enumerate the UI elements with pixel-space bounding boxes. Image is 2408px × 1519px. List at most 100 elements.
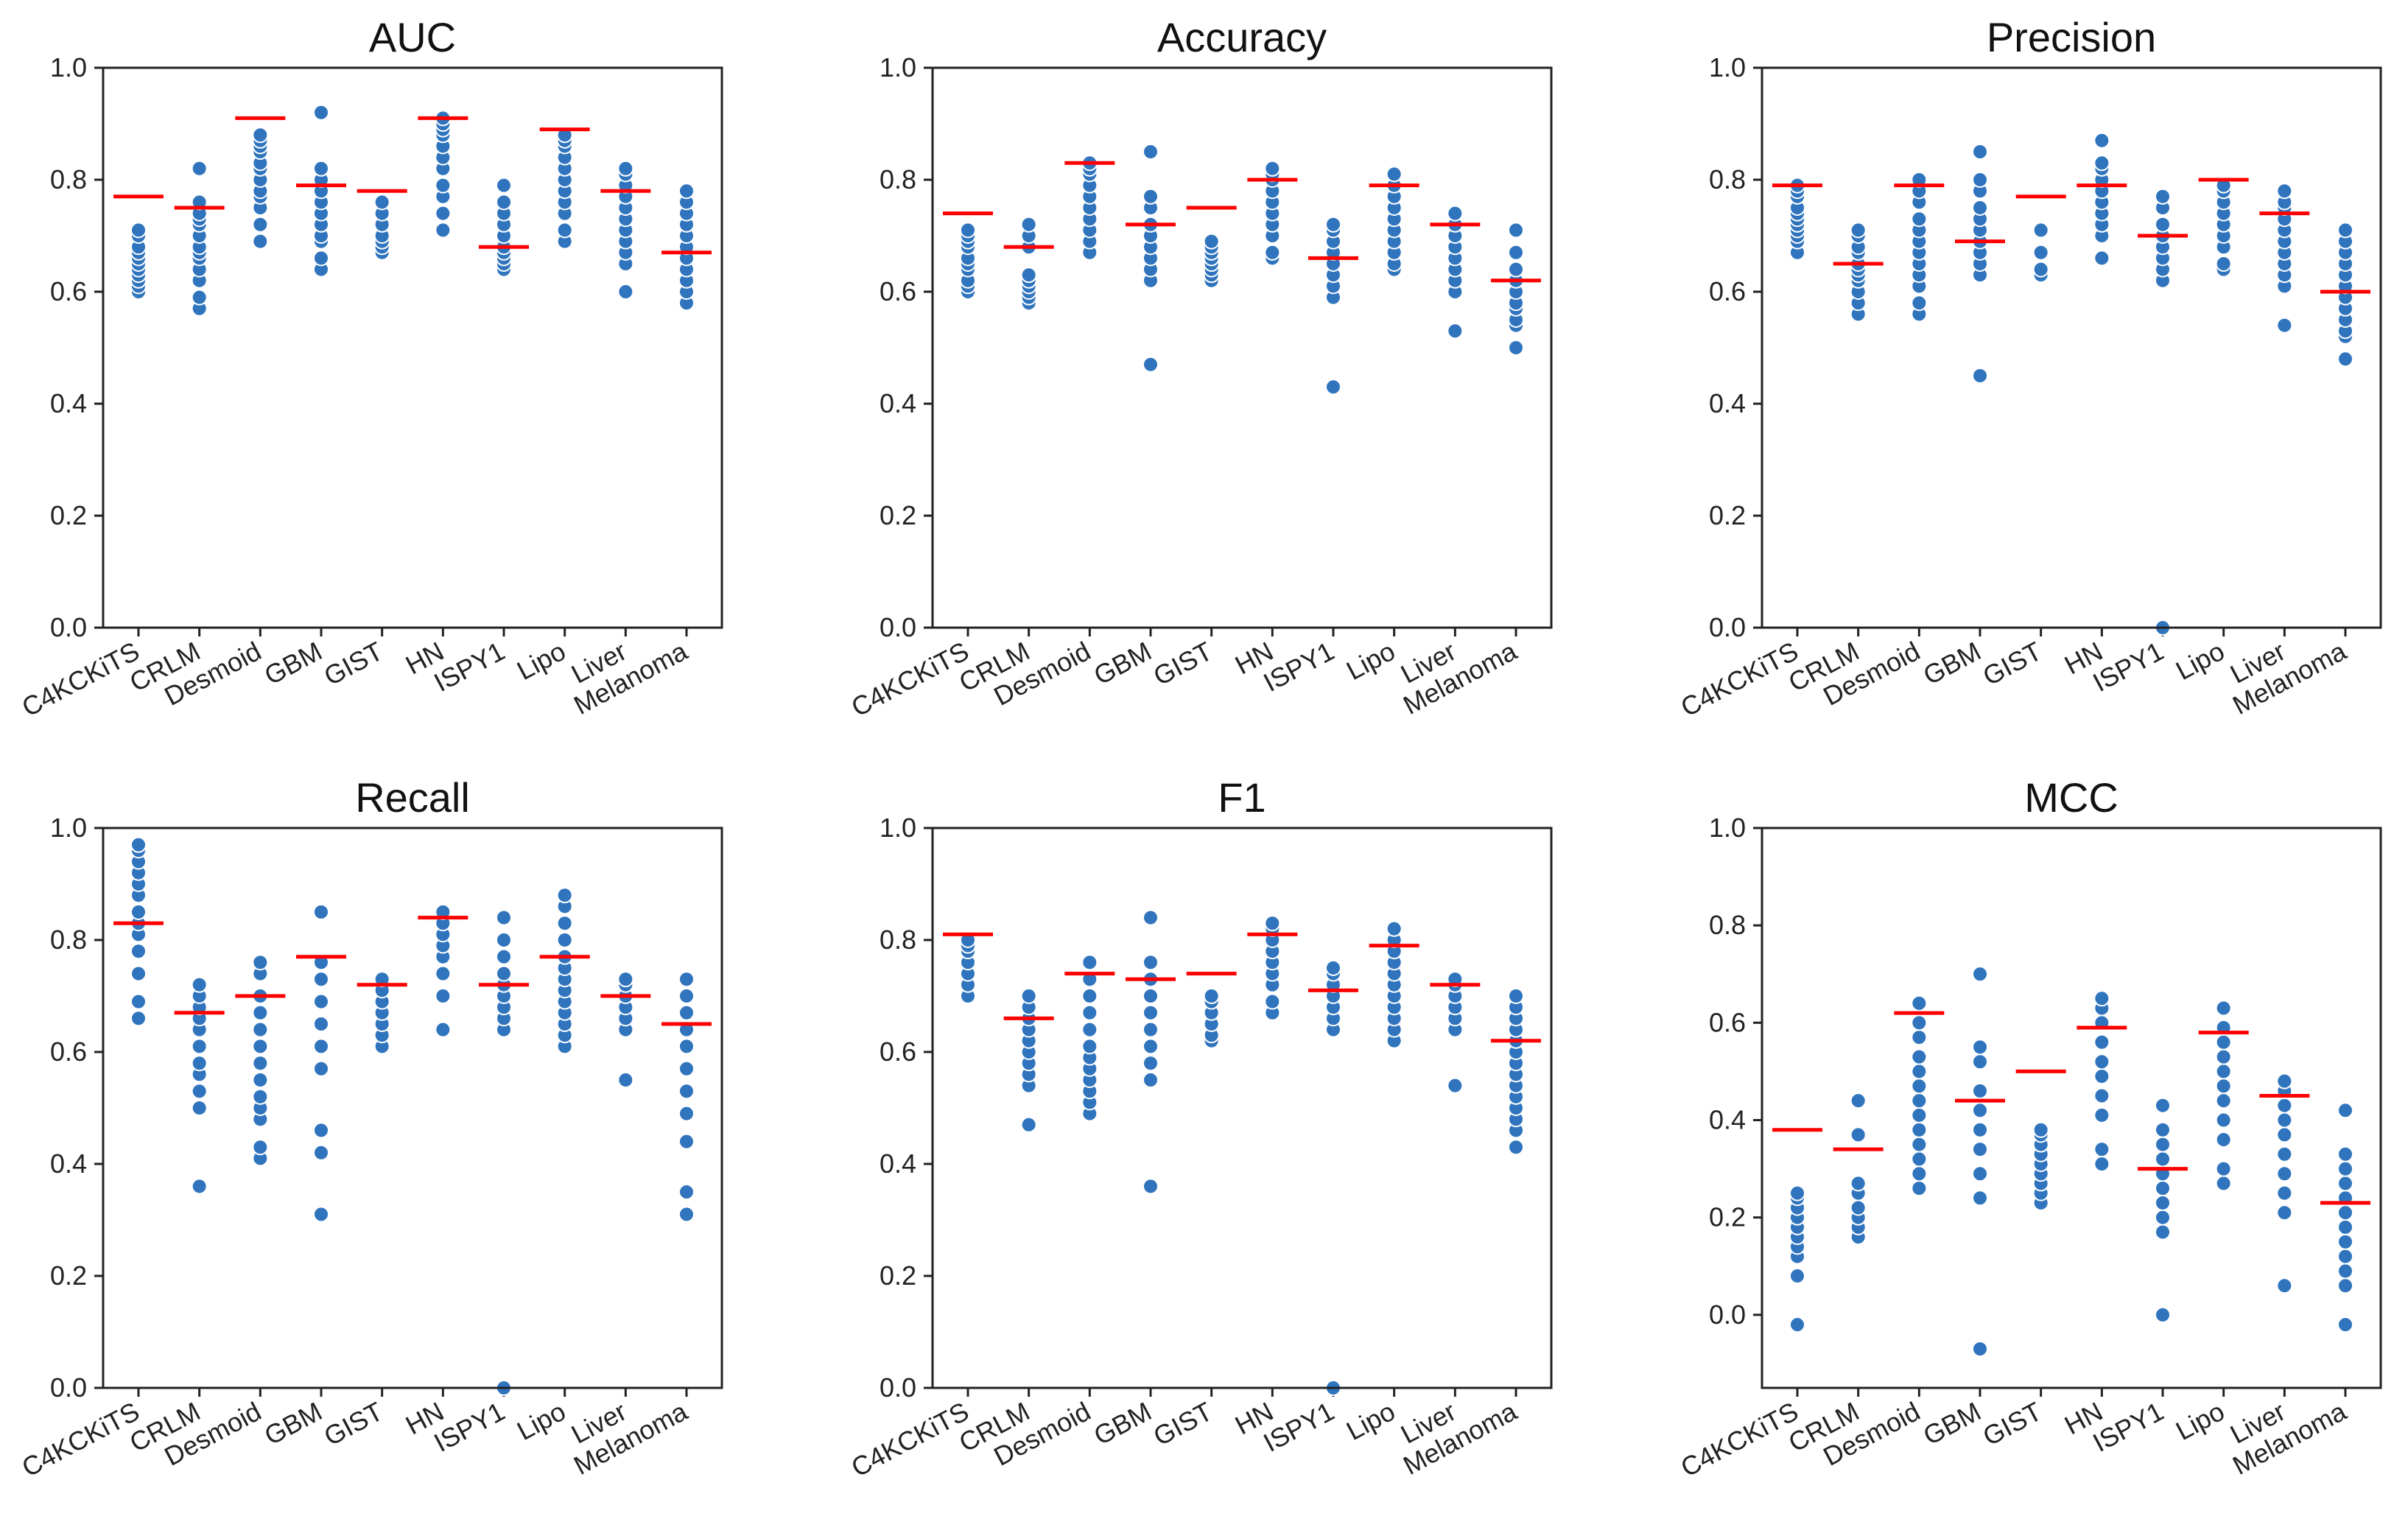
data-point bbox=[435, 988, 452, 1004]
data-point bbox=[496, 177, 512, 194]
data-point bbox=[1508, 988, 1524, 1004]
data-point bbox=[1850, 222, 1867, 239]
data-point bbox=[1142, 988, 1159, 1004]
x-tick-label: ISPY1 bbox=[1258, 636, 1338, 698]
plot-frame bbox=[931, 827, 1553, 1389]
data-point bbox=[2093, 155, 2110, 172]
data-point bbox=[313, 1144, 329, 1161]
x-tick-label: ISPY1 bbox=[1258, 1396, 1338, 1458]
data-point bbox=[2215, 1160, 2232, 1177]
data-point bbox=[252, 954, 269, 971]
data-point bbox=[2155, 216, 2171, 233]
y-tick-label: 0.4 bbox=[1709, 388, 1746, 418]
data-point bbox=[960, 222, 976, 239]
y-tick-label: 0.4 bbox=[50, 1148, 87, 1179]
data-point bbox=[1142, 188, 1159, 205]
data-point bbox=[2276, 1126, 2293, 1143]
data-point bbox=[1203, 988, 1220, 1004]
y-tick-label: 1.0 bbox=[1709, 813, 1746, 843]
data-point bbox=[313, 904, 329, 920]
y-tick-label: 0.0 bbox=[1709, 612, 1746, 642]
data-point bbox=[2093, 1106, 2110, 1123]
plot-area: 0.00.20.40.60.81.0C4KCKiTSCRLMDesmoidGBM… bbox=[846, 813, 1541, 1483]
x-tick-label: GBM bbox=[259, 636, 327, 691]
data-point bbox=[2155, 1306, 2171, 1323]
y-tick-label: 0.6 bbox=[1709, 1007, 1746, 1037]
plot-frame bbox=[102, 66, 723, 629]
recall-panel: Recall 0.00.20.40.60.81.0C4KCKiTSCRLMDes… bbox=[17, 774, 723, 1483]
x-tick-label: GIST bbox=[319, 636, 387, 692]
data-point bbox=[2337, 1218, 2353, 1235]
data-point bbox=[1081, 1038, 1098, 1055]
panel-title: F1 bbox=[1218, 774, 1266, 821]
data-point bbox=[1386, 166, 1403, 183]
y-tick-label: 1.0 bbox=[50, 813, 87, 843]
y-tick-label: 0.0 bbox=[880, 1372, 916, 1403]
data-point bbox=[252, 1004, 269, 1021]
x-tick-label: ISPY1 bbox=[2088, 1396, 2168, 1458]
x-tick-label: ISPY1 bbox=[429, 636, 509, 698]
data-point bbox=[678, 1004, 695, 1021]
data-point bbox=[1911, 1063, 1928, 1080]
data-point bbox=[2337, 1248, 2353, 1265]
data-point bbox=[1850, 1126, 1867, 1143]
y-tick-label: 0.8 bbox=[50, 164, 87, 194]
data-point bbox=[252, 1055, 269, 1072]
data-point bbox=[130, 943, 147, 960]
data-point bbox=[2032, 261, 2049, 278]
data-point bbox=[2155, 1097, 2171, 1114]
data-point bbox=[1850, 1199, 1867, 1216]
data-point bbox=[1508, 340, 1524, 356]
data-point bbox=[252, 1088, 269, 1105]
data-point bbox=[191, 1055, 208, 1072]
data-point bbox=[1386, 920, 1403, 937]
data-point bbox=[1142, 909, 1159, 926]
y-tick-label: 0.6 bbox=[880, 276, 916, 306]
data-point bbox=[2337, 1146, 2353, 1162]
data-point bbox=[1789, 1185, 1805, 1201]
data-point bbox=[313, 1038, 329, 1055]
x-tick-label: GBM bbox=[1089, 1396, 1156, 1451]
data-point bbox=[2093, 1156, 2110, 1172]
data-point bbox=[1264, 160, 1281, 177]
data-point bbox=[2337, 1233, 2353, 1250]
data-point bbox=[556, 222, 573, 239]
data-point bbox=[1325, 960, 1341, 976]
plot-frame bbox=[102, 827, 723, 1389]
data-point bbox=[1142, 1021, 1159, 1038]
data-point bbox=[496, 909, 512, 926]
data-point bbox=[313, 1016, 329, 1032]
data-point bbox=[1142, 1072, 1159, 1088]
data-point bbox=[1850, 1092, 1867, 1109]
data-point bbox=[678, 1038, 695, 1055]
data-point bbox=[2276, 1204, 2293, 1221]
data-point bbox=[1789, 1316, 1805, 1333]
data-point bbox=[191, 1178, 208, 1195]
y-tick-label: 0.2 bbox=[880, 1260, 916, 1291]
data-point bbox=[1850, 1175, 1867, 1192]
data-point bbox=[313, 104, 329, 121]
y-tick-label: 0.4 bbox=[1709, 1105, 1746, 1135]
data-point bbox=[313, 993, 329, 1010]
y-tick-label: 1.0 bbox=[1709, 52, 1746, 83]
data-point bbox=[1081, 988, 1098, 1004]
data-point bbox=[2093, 1141, 2110, 1158]
precision-panel: Precision 0.00.20.40.60.81.0C4KCKiTSCRLM… bbox=[1676, 14, 2382, 723]
data-point bbox=[2093, 990, 2110, 1007]
y-tick-label: 1.0 bbox=[880, 52, 916, 83]
data-point bbox=[2337, 1102, 2353, 1119]
panel-title: Precision bbox=[1987, 14, 2156, 60]
data-point bbox=[2337, 1204, 2353, 1221]
x-tick-label: C4KCKiTS bbox=[17, 1396, 144, 1483]
data-point bbox=[1972, 1165, 1988, 1182]
data-point bbox=[496, 965, 512, 982]
data-point bbox=[678, 1105, 695, 1122]
data-point bbox=[1911, 295, 1928, 312]
data-point bbox=[191, 1083, 208, 1100]
data-point bbox=[252, 1072, 269, 1088]
x-tick-label: Lipo bbox=[1341, 636, 1400, 686]
data-point bbox=[191, 1038, 208, 1055]
data-point bbox=[617, 971, 634, 988]
data-point bbox=[496, 932, 512, 948]
y-tick-label: 0.4 bbox=[880, 388, 916, 418]
